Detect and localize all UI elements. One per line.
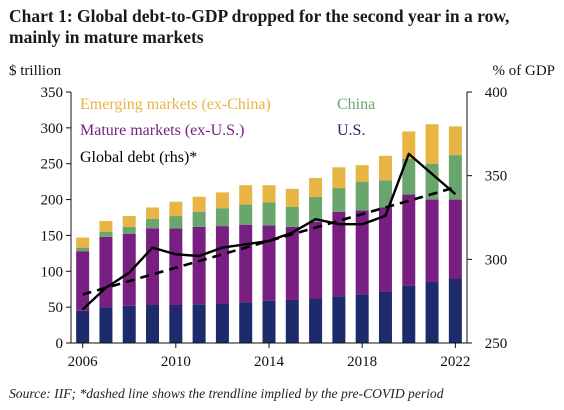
bar-us-2013 — [239, 302, 253, 343]
bar-us-2010 — [169, 304, 183, 343]
bar-emerging-ex-china-2017 — [332, 167, 346, 189]
bar-emerging-ex-china-2021 — [425, 124, 439, 164]
x-tick-label-2018: 2018 — [347, 354, 377, 370]
global-debt-line — [81, 152, 457, 311]
right-axis-unit: % of GDP — [493, 63, 556, 79]
bar-emerging-ex-china-2012 — [215, 192, 229, 209]
bar-us-2019 — [378, 291, 392, 343]
bar-mature-ex-us-2019 — [378, 207, 392, 292]
bar-emerging-ex-china-2006 — [76, 237, 90, 248]
bar-emerging-ex-china-2015 — [285, 188, 299, 207]
x-tick-label-2022: 2022 — [440, 354, 470, 370]
x-tick-label-2014: 2014 — [254, 354, 285, 370]
bar-emerging-ex-china-2020 — [402, 131, 416, 159]
bar-mature-ex-us-2009 — [146, 228, 160, 305]
right-tick-label-350: 350 — [485, 169, 508, 185]
left-tick-label-100: 100 — [41, 264, 64, 280]
right-tick-label-300: 300 — [485, 252, 508, 268]
bar-china-2007 — [99, 231, 113, 237]
bar-emerging-ex-china-2019 — [378, 155, 392, 181]
bar-us-2018 — [355, 294, 369, 343]
legend-global-debt: Global debt (rhs)* — [80, 149, 197, 166]
left-tick-label-0: 0 — [56, 336, 64, 352]
bar-mature-ex-us-2018 — [355, 210, 369, 295]
bar-mature-ex-us-2016 — [309, 221, 323, 299]
bar-mature-ex-us-2020 — [402, 194, 416, 286]
legend-emerging-ex-china: Emerging markets (ex-China) — [80, 96, 271, 113]
bar-us-2015 — [285, 299, 299, 343]
bar-china-2011 — [192, 211, 206, 227]
legend-mature-ex-us: Mature markets (ex-U.S.) — [80, 122, 244, 139]
bar-mature-ex-us-2021 — [425, 199, 439, 283]
left-axis-unit: $ trillion — [9, 63, 62, 79]
source-note: Source: IIF; *dashed line shows the tren… — [9, 386, 444, 401]
bar-us-2011 — [192, 304, 206, 343]
bar-us-2009 — [146, 304, 160, 343]
bar-emerging-ex-china-2009 — [146, 207, 160, 219]
bar-us-2016 — [309, 298, 323, 343]
bar-mature-ex-us-2022 — [448, 199, 462, 279]
right-tick-label-400: 400 — [485, 85, 508, 101]
left-tick-label-200: 200 — [41, 193, 64, 209]
right-tick-label-250: 250 — [485, 336, 508, 352]
bar-china-2022 — [448, 155, 462, 200]
x-tick-label-2006: 2006 — [68, 354, 99, 370]
bar-us-2008 — [122, 305, 136, 343]
bar-us-2022 — [448, 278, 462, 343]
bar-mature-ex-us-2012 — [215, 226, 229, 304]
chart-title: Chart 1: Global debt-to-GDP dropped for … — [9, 6, 510, 47]
left-tick-label-250: 250 — [41, 157, 64, 173]
bar-mature-ex-us-2008 — [122, 233, 136, 306]
bar-emerging-ex-china-2011 — [192, 196, 206, 212]
bar-china-2019 — [378, 180, 392, 208]
bar-china-2017 — [332, 188, 346, 212]
trendline-dashed — [82, 186, 456, 296]
bar-emerging-ex-china-2016 — [309, 178, 323, 197]
bar-us-2014 — [262, 300, 276, 343]
left-tick-label-300: 300 — [41, 121, 64, 137]
bar-mature-ex-us-2014 — [262, 225, 276, 301]
bar-china-2013 — [239, 204, 253, 225]
bar-china-2008 — [122, 226, 136, 234]
bar-emerging-ex-china-2014 — [262, 185, 276, 203]
bar-us-2007 — [99, 307, 113, 343]
bar-china-2006 — [76, 247, 90, 252]
bar-emerging-ex-china-2010 — [169, 201, 183, 217]
lines-layer — [81, 152, 457, 311]
bar-china-2010 — [169, 216, 183, 229]
bar-emerging-ex-china-2018 — [355, 165, 369, 182]
bar-mature-ex-us-2017 — [332, 211, 346, 297]
left-tick-label-350: 350 — [41, 85, 64, 101]
bar-china-2018 — [355, 181, 369, 211]
bar-mature-ex-us-2007 — [99, 236, 113, 308]
bar-china-2014 — [262, 202, 276, 226]
x-tick-label-2010: 2010 — [161, 354, 191, 370]
bar-us-2006 — [76, 310, 90, 343]
bar-us-2020 — [402, 285, 416, 343]
axes-layer: 0 50 100 150 200 250 300 350 250 300 350 400 2006 201… — [41, 85, 508, 370]
bar-mature-ex-us-2015 — [285, 226, 299, 300]
bar-china-2015 — [285, 206, 299, 227]
left-tick-label-50: 50 — [48, 300, 63, 316]
legend-us: U.S. — [337, 122, 365, 139]
bar-emerging-ex-china-2008 — [122, 216, 136, 227]
bar-emerging-ex-china-2007 — [99, 221, 113, 232]
left-tick-label-150: 150 — [41, 228, 64, 244]
bar-emerging-ex-china-2022 — [448, 126, 462, 156]
bar-mature-ex-us-2006 — [76, 251, 90, 311]
bar-china-2009 — [146, 218, 160, 229]
legend: Emerging markets (ex-China) China Mature… — [80, 96, 375, 166]
bar-us-2017 — [332, 296, 346, 343]
legend-china: China — [337, 96, 375, 113]
bar-china-2020 — [402, 158, 416, 195]
bar-us-2012 — [215, 303, 229, 343]
bar-emerging-ex-china-2013 — [239, 185, 253, 205]
bar-mature-ex-us-2011 — [192, 226, 206, 305]
bar-china-2012 — [215, 208, 229, 227]
bars-layer — [76, 124, 462, 343]
bar-china-2016 — [309, 196, 323, 222]
bar-mature-ex-us-2013 — [239, 224, 253, 303]
bar-us-2021 — [425, 282, 439, 343]
